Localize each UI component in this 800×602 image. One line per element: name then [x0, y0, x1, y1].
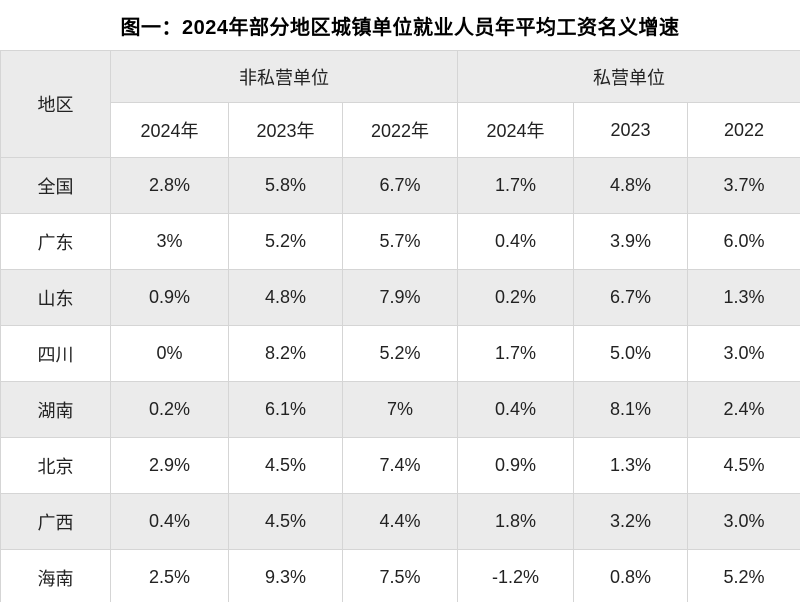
value-cell: 1.3% [687, 269, 800, 326]
value-cell: 0.4% [457, 381, 575, 438]
table-row: 海南 2.5% 9.3% 7.5% -1.2% 0.8% 5.2% [0, 549, 800, 602]
table-row: 湖南 0.2% 6.1% 7% 0.4% 8.1% 2.4% [0, 381, 800, 438]
value-cell: 1.3% [573, 437, 689, 494]
value-cell: 8.2% [228, 325, 343, 382]
group-header-row: 地区 非私营单位 私营单位 [0, 50, 800, 158]
value-cell: 3.7% [687, 157, 800, 214]
value-cell: 0% [110, 325, 229, 382]
table-row: 北京 2.9% 4.5% 7.4% 0.9% 1.3% 4.5% [0, 437, 800, 494]
value-cell: 4.4% [341, 493, 459, 550]
value-cell: 1.7% [457, 157, 575, 214]
value-cell: 7.5% [341, 549, 459, 602]
value-cell: 5.8% [228, 157, 343, 214]
value-cell: 5.2% [341, 325, 459, 382]
region-cell: 广西 [0, 493, 111, 550]
value-cell: 6.7% [341, 157, 459, 214]
year-header-private-2023: 2023 [573, 102, 689, 158]
year-header-private-2022: 2022 [687, 102, 800, 158]
value-cell: 5.2% [687, 549, 800, 602]
region-column-header: 地区 [0, 50, 111, 158]
value-cell: 8.1% [573, 381, 689, 438]
value-cell: 4.8% [573, 157, 689, 214]
value-cell: 4.5% [228, 437, 343, 494]
value-cell: 9.3% [228, 549, 343, 602]
region-cell: 北京 [0, 437, 111, 494]
table-row: 四川 0% 8.2% 5.2% 1.7% 5.0% 3.0% [0, 325, 800, 382]
value-cell: 2.9% [110, 437, 229, 494]
value-cell: 6.7% [573, 269, 689, 326]
value-cell: 3.0% [687, 493, 800, 550]
region-cell: 广东 [0, 213, 111, 270]
figure-title-bar: 图一：2024年部分地区城镇单位就业人员年平均工资名义增速 [0, 0, 800, 50]
value-cell: 0.4% [110, 493, 229, 550]
value-cell: 3.2% [573, 493, 689, 550]
region-cell: 海南 [0, 549, 111, 602]
figure-title: 图一：2024年部分地区城镇单位就业人员年平均工资名义增速 [120, 16, 680, 39]
region-cell: 山东 [0, 269, 111, 326]
table-row: 广西 0.4% 4.5% 4.4% 1.8% 3.2% 3.0% [0, 493, 800, 550]
value-cell: 2.8% [110, 157, 229, 214]
table-row: 全国 2.8% 5.8% 6.7% 1.7% 4.8% 3.7% [0, 157, 800, 214]
value-cell: 6.1% [228, 381, 343, 438]
value-cell: 0.4% [457, 213, 575, 270]
year-header-private-2024: 2024年 [457, 102, 575, 158]
value-cell: 4.5% [687, 437, 800, 494]
value-cell: 4.5% [228, 493, 343, 550]
value-cell: 1.7% [457, 325, 575, 382]
value-cell: 0.2% [457, 269, 575, 326]
table-row: 山东 0.9% 4.8% 7.9% 0.2% 6.7% 1.3% [0, 269, 800, 326]
value-cell: 3% [110, 213, 229, 270]
value-cell: 7.4% [341, 437, 459, 494]
region-cell: 湖南 [0, 381, 111, 438]
table-header: 地区 非私营单位 私营单位 2024年 2023年 2022年 2024年 20… [0, 50, 800, 158]
wage-table: 地区 非私营单位 私营单位 2024年 2023年 2022年 2024年 20… [0, 50, 800, 602]
value-cell: 4.8% [228, 269, 343, 326]
value-cell: 2.4% [687, 381, 800, 438]
value-cell: 0.9% [110, 269, 229, 326]
value-cell: -1.2% [457, 549, 575, 602]
value-cell: 3.0% [687, 325, 800, 382]
region-cell: 四川 [0, 325, 111, 382]
value-cell: 3.9% [573, 213, 689, 270]
group-header-non-private: 非私营单位 [109, 50, 459, 103]
value-cell: 5.0% [573, 325, 689, 382]
group-header-private: 私营单位 [457, 50, 800, 103]
value-cell: 5.7% [341, 213, 459, 270]
value-cell: 2.5% [110, 549, 229, 602]
year-header-nonprivate-2022: 2022年 [341, 102, 459, 158]
value-cell: 1.8% [457, 493, 575, 550]
value-cell: 0.8% [573, 549, 689, 602]
value-cell: 7.9% [341, 269, 459, 326]
year-header-nonprivate-2023: 2023年 [228, 102, 343, 158]
value-cell: 6.0% [687, 213, 800, 270]
value-cell: 7% [341, 381, 459, 438]
value-cell: 5.2% [228, 213, 343, 270]
year-header-nonprivate-2024: 2024年 [110, 102, 229, 158]
value-cell: 0.9% [457, 437, 575, 494]
value-cell: 0.2% [110, 381, 229, 438]
table-row: 广东 3% 5.2% 5.7% 0.4% 3.9% 6.0% [0, 213, 800, 270]
region-cell: 全国 [0, 157, 111, 214]
table-body: 全国 2.8% 5.8% 6.7% 1.7% 4.8% 3.7% 广东 3% 5.2% 5.7% 0.… [0, 157, 800, 602]
year-header-row: 2024年 2023年 2022年 2024年 2023 2022 [1, 102, 800, 158]
